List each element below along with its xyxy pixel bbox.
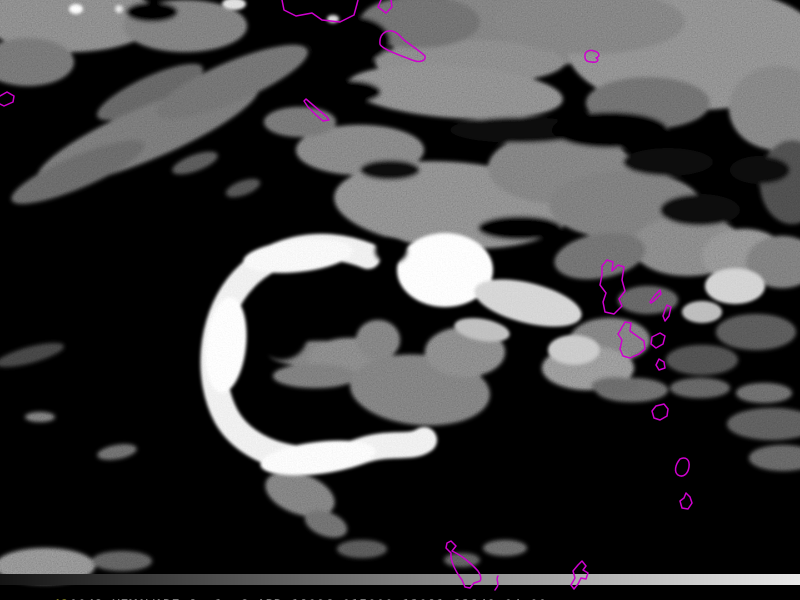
storm-cloud-band xyxy=(69,0,765,476)
grayscale-wedge xyxy=(0,574,800,585)
storm-dark-center xyxy=(255,239,407,360)
banner-sequence-number: 42 xyxy=(34,598,69,600)
coastline-overlay xyxy=(0,0,693,591)
annotation-banner: 420042 HIMAWARI-8 1 6 APR 18096 015000 1… xyxy=(0,584,800,600)
cloud-layer xyxy=(0,0,800,584)
banner-text: 0042 HIMAWARI-8 1 6 APR 18096 015000 130… xyxy=(69,598,547,600)
